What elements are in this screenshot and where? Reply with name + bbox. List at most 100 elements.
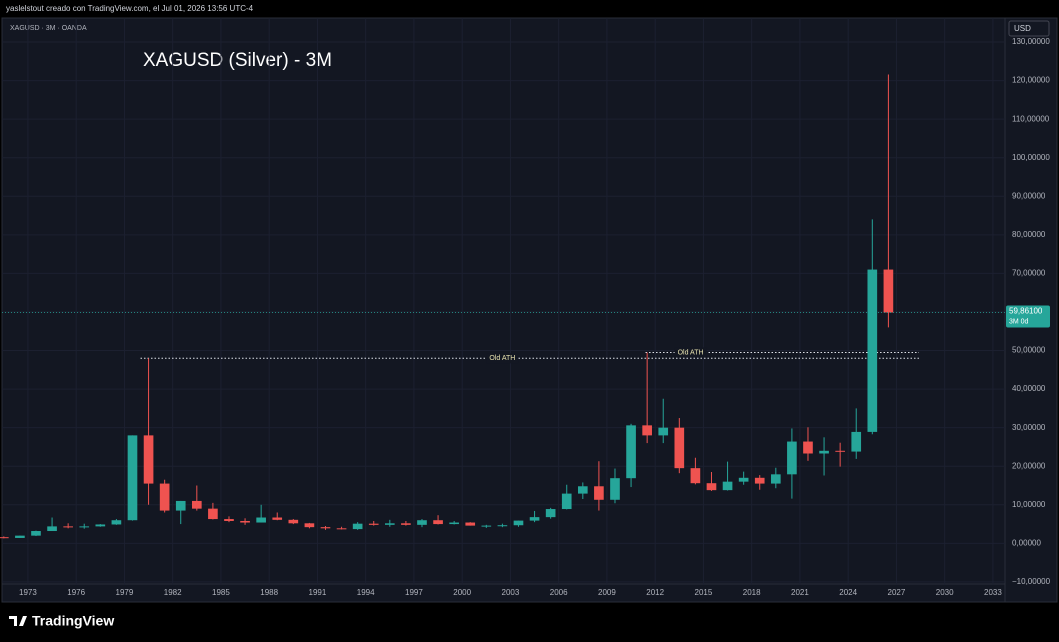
y-tick-label: 10,00000 xyxy=(1012,500,1046,509)
old-ath-label: Old ATH xyxy=(489,355,515,362)
x-tick-label: 2000 xyxy=(453,588,471,597)
candle-body xyxy=(610,478,620,500)
candle-body xyxy=(561,493,572,510)
candle-body xyxy=(336,528,347,530)
candle-body xyxy=(320,527,331,529)
x-tick-label: 2021 xyxy=(791,588,809,597)
candle-body xyxy=(256,517,266,523)
candle-body xyxy=(417,520,427,525)
x-tick-label: 2018 xyxy=(743,588,761,597)
old-ath-label: Old ATH xyxy=(678,349,704,356)
candle-body xyxy=(497,525,508,527)
candle-body xyxy=(63,526,73,528)
candle-body xyxy=(111,520,122,525)
symbol-line: XAGUSD · 3M · OANDA xyxy=(10,25,87,32)
old-ath-label-bg xyxy=(486,353,519,364)
y-tick-label: 100,00000 xyxy=(1012,153,1050,162)
candle-body xyxy=(851,431,862,452)
candle-body xyxy=(352,523,363,530)
candle-body xyxy=(449,522,459,525)
candle-body xyxy=(626,425,636,479)
candle-body xyxy=(143,435,154,484)
candle-body xyxy=(465,522,476,526)
candle-body xyxy=(545,509,556,518)
candle-body xyxy=(594,486,604,500)
chart-title: XAGUSD (Silver) - 3M xyxy=(143,50,332,71)
candle-body xyxy=(867,269,878,432)
candle-body xyxy=(706,483,717,491)
y-tick-label: 20,00000 xyxy=(1012,461,1046,470)
candle-body xyxy=(401,523,411,525)
candle-body xyxy=(288,519,299,524)
candle-body xyxy=(175,500,186,511)
candle-body xyxy=(272,517,283,520)
x-tick-label: 1997 xyxy=(405,588,423,597)
candle-body xyxy=(224,519,234,521)
candle-body xyxy=(15,535,25,538)
candle-body xyxy=(31,531,41,536)
y-tick-label: 110,00000 xyxy=(1012,114,1050,123)
x-tick-label: 1982 xyxy=(164,588,182,597)
brand: TradingView xyxy=(32,613,114,629)
x-tick-label: 2006 xyxy=(550,588,568,597)
y-tick-label: 120,00000 xyxy=(1012,76,1050,85)
last-price-box xyxy=(1006,305,1050,328)
candle-body xyxy=(513,520,524,526)
candle-body xyxy=(835,450,845,452)
x-tick-label: 1994 xyxy=(357,588,375,597)
x-tick-label: 2030 xyxy=(936,588,954,597)
candle-body xyxy=(577,486,588,494)
candle-body xyxy=(722,481,733,491)
candle-body xyxy=(770,474,781,484)
countdown-label: 3M 0d xyxy=(1009,318,1029,325)
x-tick-label: 1976 xyxy=(67,588,85,597)
candle-body xyxy=(529,517,540,521)
candle-body xyxy=(642,425,652,436)
candle-body xyxy=(754,477,765,484)
candle-body xyxy=(658,427,669,436)
candle-body xyxy=(803,441,813,454)
candle-body xyxy=(0,537,9,539)
credit: yaslelstout creado con TradingView.com, … xyxy=(6,4,254,13)
candle-body xyxy=(79,526,90,528)
candle-body xyxy=(481,525,492,527)
candle-body xyxy=(433,520,443,525)
last-price-label: 59,86100 xyxy=(1009,307,1043,316)
candle-body xyxy=(191,500,202,509)
candle-body xyxy=(384,523,395,525)
candle-body xyxy=(304,523,315,528)
currency-box xyxy=(1008,20,1050,37)
candle-body xyxy=(738,477,749,482)
y-tick-label: 30,00000 xyxy=(1012,423,1046,432)
old-ath-label-bg xyxy=(674,347,707,358)
x-tick-label: 2012 xyxy=(646,588,664,597)
candle-body xyxy=(127,435,138,521)
currency: USD xyxy=(1014,24,1031,33)
x-tick-label: 2009 xyxy=(598,588,616,597)
candle-body xyxy=(47,526,57,532)
y-tick-label: 50,00000 xyxy=(1012,346,1046,355)
candle-body xyxy=(883,269,894,313)
x-tick-label: 1979 xyxy=(116,588,134,597)
x-tick-label: 2003 xyxy=(502,588,520,597)
candle-body xyxy=(368,523,379,525)
x-tick-label: 2024 xyxy=(839,588,857,597)
y-tick-label: 90,00000 xyxy=(1012,191,1046,200)
y-tick-label: 70,00000 xyxy=(1012,269,1046,278)
x-tick-label: 1991 xyxy=(309,588,327,597)
y-tick-label: 40,00000 xyxy=(1012,384,1046,393)
logo-mark xyxy=(9,616,27,626)
x-tick-label: 1988 xyxy=(260,588,278,597)
x-tick-label: 2027 xyxy=(888,588,906,597)
candle-body xyxy=(95,524,106,527)
y-tick-label: −10,00000 xyxy=(1012,577,1051,586)
candle-body xyxy=(240,520,250,523)
candle-body xyxy=(690,468,701,484)
x-tick-label: 1973 xyxy=(19,588,37,597)
candle-body xyxy=(819,450,829,454)
x-tick-label: 2033 xyxy=(984,588,1002,597)
y-tick-label: 0,00000 xyxy=(1012,538,1041,547)
candle-body xyxy=(208,508,218,520)
